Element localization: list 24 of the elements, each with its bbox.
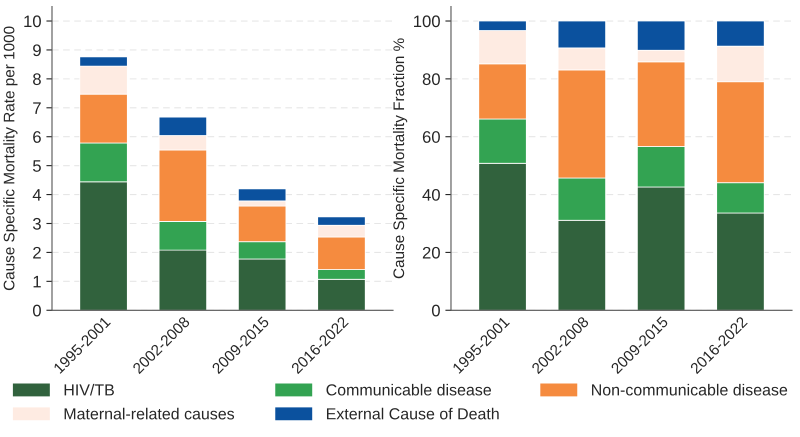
legend-label: Maternal-related causes [64,408,234,420]
y-tick-label: 3 [32,218,41,230]
y-axis-title: Cause Specific Mortality Fraction % [392,38,408,278]
y-tick-label: 40 [422,188,440,201]
y-tick-label: 20 [422,246,440,259]
legend-label: Non-communicable disease [592,384,788,396]
y-tick-label: 1 [34,276,41,288]
y-axis-title: Cause Specific Mortality Rate per 1000 [3,26,18,290]
y-tick-label: 80 [422,73,440,86]
y-tick-label: 0 [32,304,41,316]
y-tick-label: 7 [33,102,41,114]
y-tick-label: 8 [33,73,41,86]
y-tick-label: 2 [33,246,41,258]
y-tick-label: 6 [33,131,41,143]
y-tick-label: 10 [24,15,41,28]
y-tick-label: 9 [33,44,41,56]
y-tick-label: 60 [422,131,440,143]
y-tick-label: 5 [32,160,41,172]
y-tick-label: 4 [32,189,42,201]
y-tick-label: 100 [414,15,440,28]
y-tick-label: 0 [432,304,440,316]
legend-label: HIV/TB [64,384,114,396]
legend-label: External Cause of Death [326,408,499,420]
legend-label: Communicable disease [326,384,491,396]
